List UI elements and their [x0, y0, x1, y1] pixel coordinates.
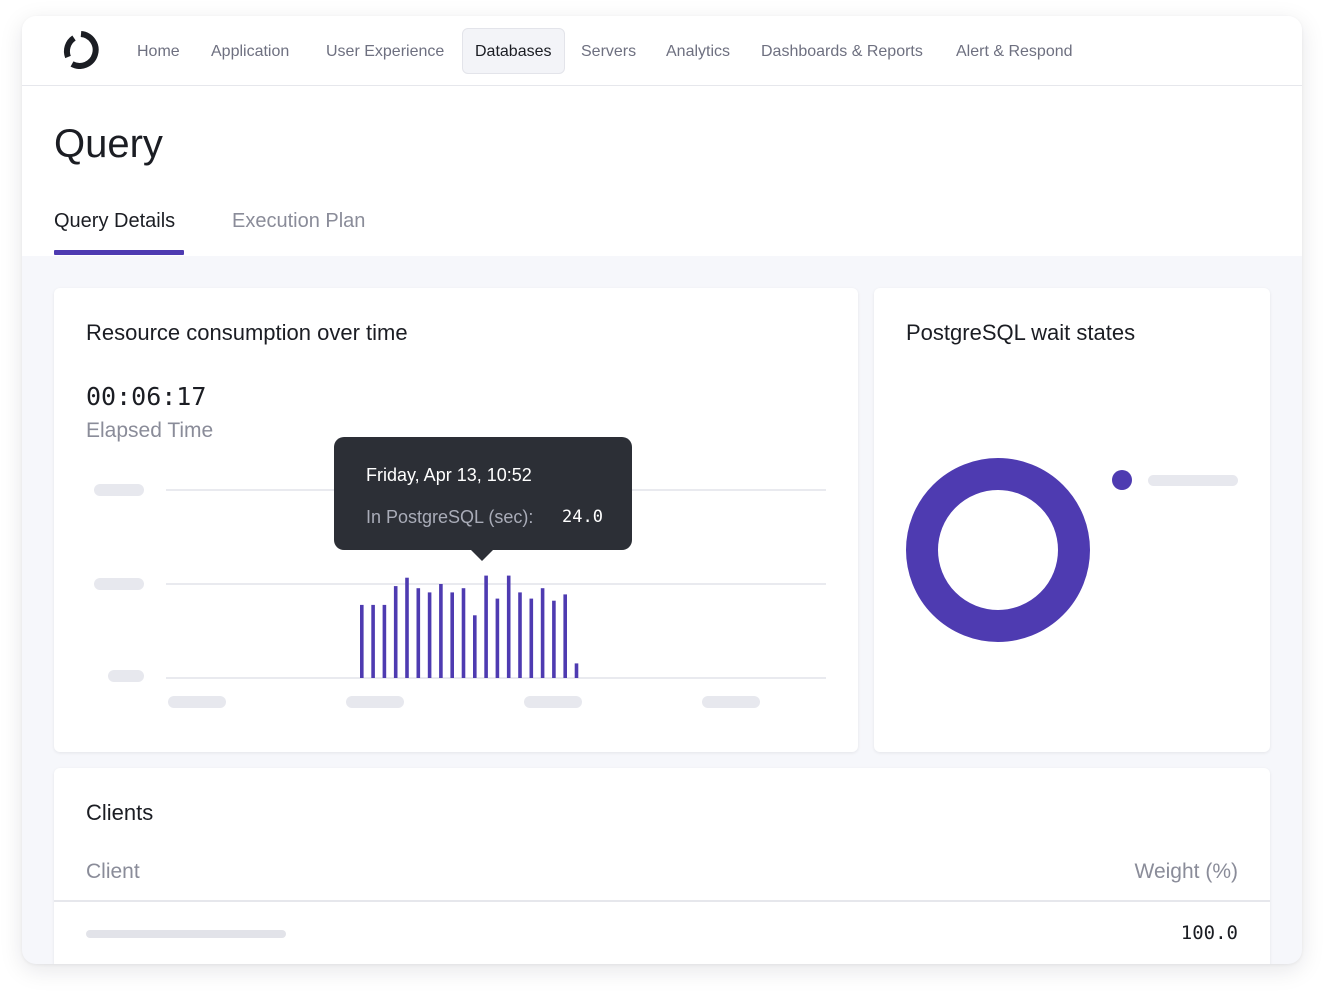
chart-bar[interactable] — [427, 592, 432, 678]
chart-bar[interactable] — [371, 604, 375, 678]
donut-ring[interactable] — [906, 458, 1090, 642]
wait-states-donut-chart[interactable] — [874, 288, 1270, 752]
top-navigation: Home Application User Experience Databas… — [22, 16, 1302, 86]
chart-bar[interactable] — [382, 604, 387, 678]
x-tick-placeholder — [346, 696, 404, 708]
client-weight-value: 100.0 — [1180, 922, 1238, 944]
chart-bar[interactable] — [484, 575, 488, 678]
chart-bar[interactable] — [574, 663, 579, 678]
chart-bar[interactable] — [518, 592, 522, 678]
nav-item-application[interactable]: Application — [211, 43, 290, 60]
x-tick-placeholder — [168, 696, 226, 708]
y-tick-placeholder — [94, 484, 144, 496]
clients-card-title: Clients — [86, 800, 154, 825]
nav-item-home[interactable]: Home — [137, 43, 180, 60]
chart-bars — [360, 575, 579, 678]
app-window: Home Application User Experience Databas… — [22, 16, 1302, 964]
nav-item-databases[interactable]: Databases — [462, 28, 565, 74]
tab-query-details[interactable]: Query Details — [54, 210, 176, 232]
nav-item-alert-respond[interactable]: Alert & Respond — [956, 43, 1073, 60]
chart-bar[interactable] — [495, 598, 500, 678]
active-tab-indicator — [54, 250, 184, 255]
elapsed-time-value: 00:06:17 — [86, 382, 207, 411]
y-tick-placeholder — [94, 578, 144, 590]
chart-bar[interactable] — [405, 577, 409, 678]
table-header-divider — [54, 900, 1270, 902]
column-header-client[interactable]: Client — [86, 860, 140, 883]
y-tick-placeholder — [108, 670, 144, 682]
page-header: Query Query Details Execution Plan — [22, 86, 1302, 256]
nav-item-dashboards-reports[interactable]: Dashboards & Reports — [761, 43, 923, 60]
chart-bar[interactable] — [529, 598, 534, 678]
chart-bar[interactable] — [540, 588, 545, 678]
tooltip-date: Friday, Apr 13, 10:52 — [366, 465, 532, 485]
chart-bar[interactable] — [360, 604, 364, 678]
chart-bar[interactable] — [416, 588, 421, 678]
wait-states-card-title: PostgreSQL wait states — [906, 320, 1136, 345]
chart-bar[interactable] — [552, 600, 556, 678]
nav-item-user-experience[interactable]: User Experience — [326, 43, 445, 60]
chart-bar[interactable] — [393, 586, 398, 678]
column-header-weight[interactable]: Weight (%) — [1134, 860, 1238, 883]
chart-bar[interactable] — [473, 615, 477, 678]
x-tick-placeholder — [524, 696, 582, 708]
chart-bar[interactable] — [506, 575, 511, 678]
chart-bar[interactable] — [450, 592, 454, 678]
chart-bar[interactable] — [439, 584, 443, 678]
tab-execution-plan[interactable]: Execution Plan — [232, 210, 366, 232]
chart-bar[interactable] — [563, 594, 567, 678]
nav-item-analytics[interactable]: Analytics — [666, 43, 731, 60]
legend-label-placeholder — [1148, 475, 1238, 486]
tooltip-metric-label: In PostgreSQL (sec): — [366, 507, 534, 527]
legend-dot-icon — [1112, 470, 1132, 490]
chart-bar[interactable] — [461, 588, 466, 678]
page-title: Query — [54, 122, 163, 166]
nav-item-servers[interactable]: Servers — [581, 43, 637, 60]
resource-card-title: Resource consumption over time — [86, 320, 408, 345]
brand-logo-icon[interactable] — [62, 31, 100, 69]
elapsed-time-label: Elapsed Time — [86, 419, 214, 442]
chart-tooltip: Friday, Apr 13, 10:52 In PostgreSQL (sec… — [334, 437, 632, 561]
resource-consumption-card: Resource consumption over time 00:06:17 … — [54, 288, 858, 752]
clients-card: Clients Client Weight (%) 100.0 — [54, 768, 1270, 964]
tooltip-metric-value: 24.0 — [562, 507, 603, 527]
resource-chart[interactable] — [54, 288, 858, 752]
wait-states-card: PostgreSQL wait states — [874, 288, 1270, 752]
x-tick-placeholder — [702, 696, 760, 708]
client-name-placeholder — [86, 930, 286, 938]
